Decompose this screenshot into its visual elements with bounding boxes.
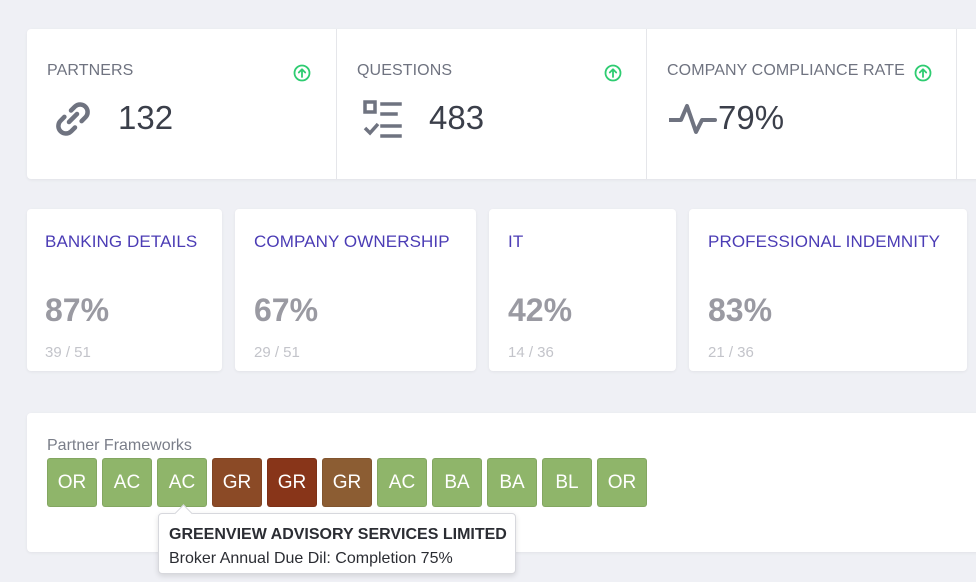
card-it[interactable]: IT 42% 14 / 36 bbox=[489, 209, 676, 371]
framework-chip[interactable]: GR bbox=[267, 458, 317, 507]
card-fraction: 29 / 51 bbox=[254, 344, 300, 361]
card-title: IT bbox=[508, 232, 524, 251]
card-fraction: 21 / 36 bbox=[708, 344, 754, 361]
stat-label: QUESTIONS bbox=[357, 62, 453, 79]
stat-label: COMPANY COMPLIANCE RATE bbox=[667, 62, 905, 79]
card-percent: 87% bbox=[45, 292, 110, 328]
stat-compliance-rate[interactable]: COMPANY COMPLIANCE RATE 79% bbox=[647, 29, 957, 179]
framework-chip[interactable]: AC bbox=[102, 458, 152, 507]
partner-frameworks-label: Partner Frameworks bbox=[47, 437, 192, 454]
framework-chip[interactable]: BA bbox=[432, 458, 482, 507]
card-title: COMPANY OWNERSHIP bbox=[254, 232, 450, 251]
stat-label: PARTNERS bbox=[47, 62, 134, 79]
framework-chip[interactable]: GR bbox=[322, 458, 372, 507]
card-fraction: 14 / 36 bbox=[508, 344, 554, 361]
card-fraction: 39 / 51 bbox=[45, 344, 91, 361]
card-banking-details[interactable]: BANKING DETAILS 87% 39 / 51 bbox=[27, 209, 222, 371]
stat-questions[interactable]: QUESTIONS 483 bbox=[337, 29, 647, 179]
card-title: PROFESSIONAL INDEMNITY bbox=[708, 232, 941, 251]
card-title: BANKING DETAILS bbox=[45, 232, 198, 251]
summary-stats: PARTNERS 132 QUESTIONS 483 COMPANY COMPL… bbox=[27, 29, 976, 179]
card-professional-indemnity[interactable]: PROFESSIONAL INDEMNITY 83% 21 / 36 bbox=[689, 209, 967, 371]
link-icon bbox=[56, 102, 90, 136]
card-percent: 83% bbox=[708, 292, 773, 328]
framework-chip[interactable]: BA bbox=[487, 458, 537, 507]
framework-chip[interactable]: OR bbox=[47, 458, 97, 507]
card-percent: 42% bbox=[508, 292, 573, 328]
framework-chip[interactable]: GR bbox=[212, 458, 262, 507]
stat-value: 483 bbox=[429, 99, 485, 136]
framework-chip[interactable]: AC bbox=[377, 458, 427, 507]
card-company-ownership[interactable]: COMPANY OWNERSHIP 67% 29 / 51 bbox=[235, 209, 476, 371]
framework-chips: OR AC AC GR GR GR AC BA BA BL OR bbox=[47, 458, 647, 507]
stat-value: 132 bbox=[118, 99, 174, 136]
stat-partners[interactable]: PARTNERS 132 bbox=[27, 29, 337, 179]
arrow-up-circle-icon bbox=[914, 64, 932, 82]
framework-chip[interactable]: OR bbox=[597, 458, 647, 507]
arrow-up-circle-icon bbox=[604, 64, 622, 82]
tooltip-subtitle: Broker Annual Due Dil: Completion 75% bbox=[169, 550, 453, 567]
framework-chip[interactable]: AC bbox=[157, 458, 207, 507]
checklist-icon bbox=[363, 100, 402, 138]
tooltip-title: GREENVIEW ADVISORY SERVICES LIMITED bbox=[169, 526, 507, 543]
card-percent: 67% bbox=[254, 292, 319, 328]
framework-chip[interactable]: BL bbox=[542, 458, 592, 507]
stat-value: 79% bbox=[718, 99, 785, 136]
activity-pulse-icon bbox=[669, 104, 717, 134]
framework-tooltip: GREENVIEW ADVISORY SERVICES LIMITED Brok… bbox=[158, 504, 516, 574]
arrow-up-circle-icon bbox=[293, 64, 311, 82]
